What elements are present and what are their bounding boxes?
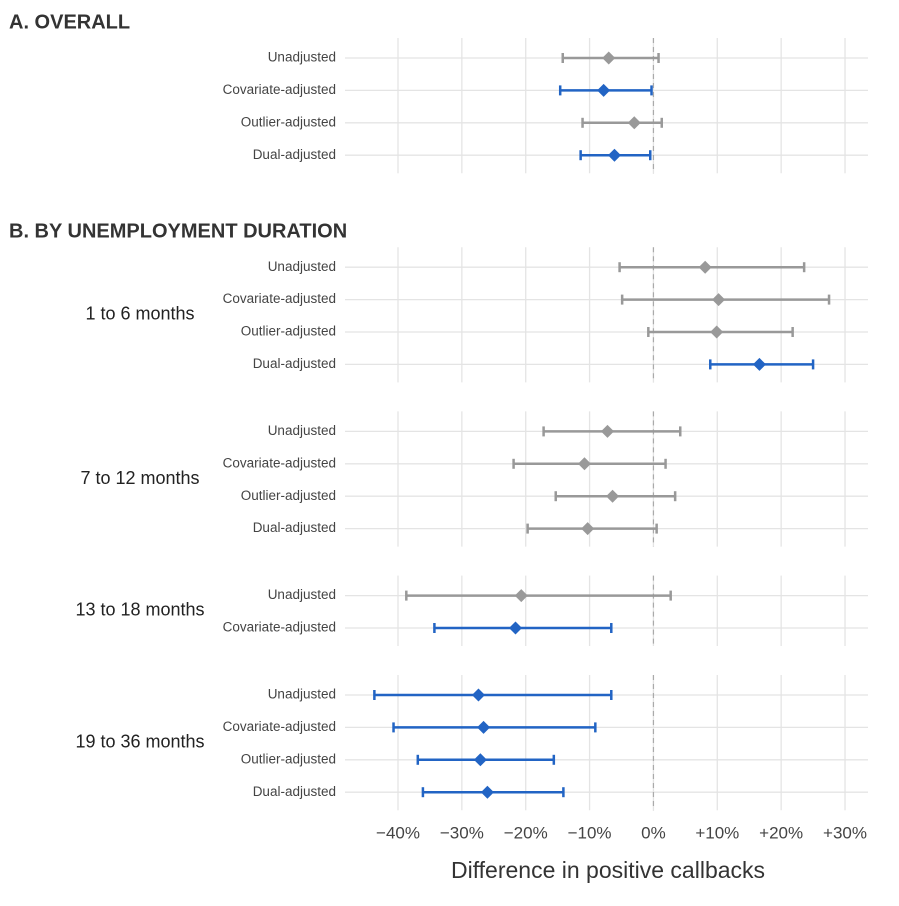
row-label: Unadjusted [268, 687, 336, 702]
point-estimate [509, 621, 523, 635]
point-estimate [710, 325, 724, 339]
x-tick-label: +30% [823, 824, 867, 843]
x-tick-label: +20% [759, 824, 803, 843]
row-label: Outlier-adjusted [241, 114, 336, 129]
row-label: Unadjusted [268, 587, 336, 602]
x-tick-label: −20% [504, 824, 548, 843]
point-estimate [597, 83, 611, 97]
point-estimate [471, 688, 485, 702]
point-estimate [581, 522, 595, 536]
point-estimate [477, 720, 491, 734]
point-estimate [480, 785, 494, 799]
row-label: Dual-adjusted [253, 356, 336, 371]
row-label: Dual-adjusted [253, 520, 336, 535]
x-tick-label: −30% [440, 824, 484, 843]
row-label: Outlier-adjusted [241, 324, 336, 339]
point-estimate [473, 753, 487, 767]
x-tick-label: −10% [568, 824, 612, 843]
point-estimate [606, 489, 620, 503]
point-estimate [600, 424, 614, 438]
row-label: Covariate-adjusted [223, 291, 336, 306]
point-estimate [607, 148, 621, 162]
row-label: Outlier-adjusted [241, 751, 336, 766]
section-title: A. OVERALL [9, 11, 130, 33]
group-label: 19 to 36 months [75, 731, 204, 751]
row-label: Covariate-adjusted [223, 455, 336, 470]
row-label: Covariate-adjusted [223, 620, 336, 635]
x-tick-label: −40% [376, 824, 420, 843]
row-label: Dual-adjusted [253, 147, 336, 162]
group-label: 7 to 12 months [80, 468, 199, 488]
row-label: Covariate-adjusted [223, 82, 336, 97]
x-tick-label: +10% [695, 824, 739, 843]
point-estimate [514, 589, 528, 603]
point-estimate [698, 260, 712, 274]
row-label: Unadjusted [268, 50, 336, 65]
row-label: Dual-adjusted [253, 784, 336, 799]
point-estimate [712, 293, 726, 307]
point-estimate [602, 51, 616, 65]
point-estimate [627, 116, 641, 130]
x-tick-label: 0% [641, 824, 666, 843]
row-label: Unadjusted [268, 423, 336, 438]
point-estimate [752, 357, 766, 371]
x-axis-label: Difference in positive callbacks [451, 857, 765, 883]
row-label: Outlier-adjusted [241, 488, 336, 503]
section-title: B. BY UNEMPLOYMENT DURATION [9, 220, 347, 242]
row-label: Unadjusted [268, 259, 336, 274]
point-estimate [577, 457, 591, 471]
row-label: Covariate-adjusted [223, 719, 336, 734]
group-label: 1 to 6 months [85, 304, 194, 324]
group-label: 13 to 18 months [75, 600, 204, 620]
